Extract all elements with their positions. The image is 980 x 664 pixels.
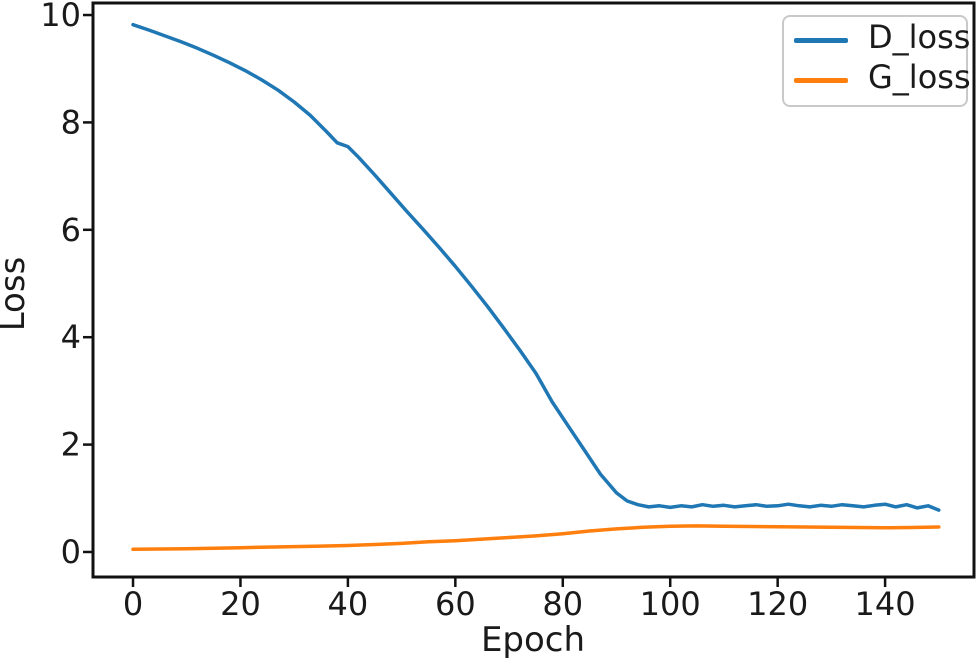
legend-label-g-loss: G_loss bbox=[868, 58, 971, 96]
x-tick-label: 0 bbox=[123, 585, 143, 623]
g-loss-line-swatch bbox=[794, 77, 848, 83]
plot-border bbox=[91, 1, 976, 579]
g-loss-line bbox=[131, 524, 941, 552]
legend-label-d-loss: D_loss bbox=[868, 18, 971, 56]
y-tick-label: 10 bbox=[40, 0, 81, 34]
y-tick-label: 4 bbox=[61, 318, 81, 356]
y-tick-label: 0 bbox=[61, 533, 81, 571]
d-loss-line bbox=[131, 22, 941, 512]
legend-item-g-loss: G_loss bbox=[794, 60, 971, 100]
x-tick-label: 100 bbox=[640, 585, 701, 623]
y-tick-label: 2 bbox=[61, 426, 81, 464]
x-tick-label: 40 bbox=[328, 585, 369, 623]
legend-item-d-loss: D_loss bbox=[794, 20, 970, 60]
legend: D_loss G_loss bbox=[782, 15, 971, 107]
x-tick-label: 140 bbox=[855, 585, 916, 623]
y-tick-label: 8 bbox=[61, 103, 81, 141]
y-tick-label: 6 bbox=[61, 211, 81, 249]
x-tick-label: 20 bbox=[220, 585, 261, 623]
x-axis-label: Epoch bbox=[480, 620, 586, 660]
x-tick-label: 60 bbox=[435, 585, 476, 623]
d-loss-line-swatch bbox=[794, 37, 848, 43]
y-axis-label: Loss bbox=[0, 256, 33, 332]
x-tick-label: 80 bbox=[542, 585, 583, 623]
x-tick-label: 120 bbox=[747, 585, 808, 623]
